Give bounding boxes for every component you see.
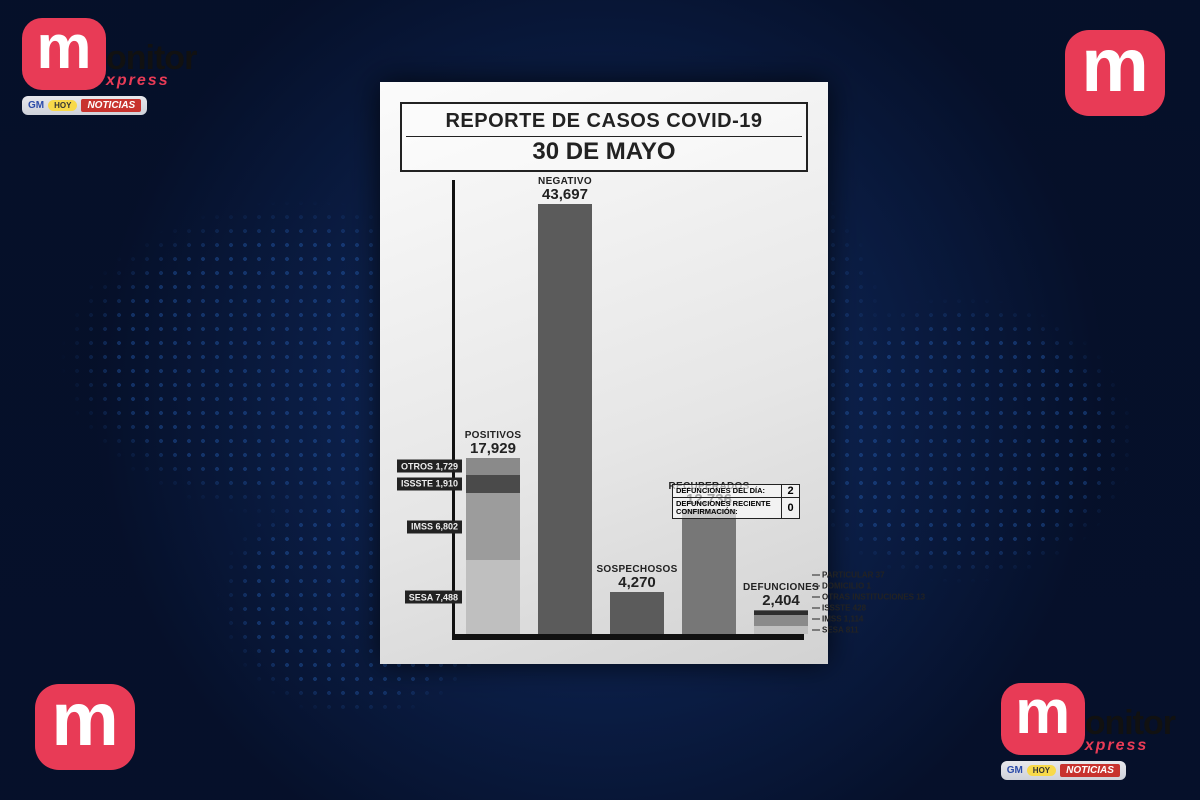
bar-column-recuperados bbox=[682, 509, 736, 634]
segment-positivos-imss bbox=[466, 493, 520, 560]
bar-chart: SESA 7,488 IMSS 6,802 ISSSTE 1,910 OTROS 1,… bbox=[394, 180, 814, 650]
segment-label-imss: IMSS 6,802 bbox=[407, 520, 462, 533]
segment-label-issste: ISSSTE 1,910 bbox=[397, 477, 462, 490]
segment-label-domicilio: DOMICILIO 1 bbox=[812, 582, 871, 591]
logo-mark-icon bbox=[1065, 30, 1165, 116]
segment-defunciones-imss bbox=[754, 615, 808, 626]
bar-label-defunciones: DEFUNCIONES2,404 bbox=[743, 583, 819, 608]
segment-defunciones-sesa bbox=[754, 626, 808, 634]
segment-label-otras instituciones: OTRAS INSTITUCIONES 13 bbox=[812, 593, 925, 602]
segment-label-particular: PARTICULAR 37 bbox=[812, 571, 885, 580]
logo-mark-icon bbox=[22, 18, 106, 90]
bar-column-negativo bbox=[538, 204, 592, 634]
news-badge: GM HOY NOTICIAS bbox=[22, 96, 147, 115]
logo-top-right bbox=[1065, 30, 1165, 116]
panel-title: REPORTE DE CASOS COVID-19 bbox=[406, 110, 802, 133]
segment-positivos-issste bbox=[466, 475, 520, 494]
segment-label-imss: IMSS 1,114 bbox=[812, 615, 863, 624]
logo-subword: xpress bbox=[106, 72, 170, 90]
logo-bottom-right: onitor xpress GM HOY NOTICIAS bbox=[1001, 683, 1175, 780]
segment-positivos-otros bbox=[466, 458, 520, 475]
segment-positivos-sesa bbox=[466, 560, 520, 634]
panel-subtitle: 30 DE MAYO bbox=[406, 136, 802, 166]
defunciones-summary-box: DEFUNCIONES DEL DÍA:2DEFUNCIONES RECIENT… bbox=[672, 484, 800, 519]
news-badge: GM HOY NOTICIAS bbox=[1001, 761, 1126, 780]
report-panel: REPORTE DE CASOS COVID-19 30 DE MAYO SES… bbox=[380, 82, 828, 664]
summary-row: DEFUNCIONES DEL DÍA:2 bbox=[673, 485, 799, 498]
bar-label-sospechosos: SOSPECHOSOS4,270 bbox=[596, 565, 677, 590]
bar-label-negativo: NEGATIVO43,697 bbox=[538, 177, 592, 202]
segment-label-sesa: SESA 811 bbox=[812, 626, 859, 635]
segment-defunciones-issste bbox=[754, 611, 808, 615]
panel-title-box: REPORTE DE CASOS COVID-19 30 DE MAYO bbox=[400, 102, 808, 172]
segment-label-issste: ISSSTE 428 bbox=[812, 604, 866, 613]
bar-column-sospechosos bbox=[610, 592, 664, 634]
logo-bottom-left bbox=[35, 684, 135, 770]
logo-subword: xpress bbox=[1085, 737, 1149, 755]
bar-label-positivos: POSITIVOS17,929 bbox=[465, 431, 522, 456]
segment-defunciones-particular bbox=[754, 610, 808, 611]
logo-mark-icon bbox=[1001, 683, 1085, 755]
logo-mark-icon bbox=[35, 684, 135, 770]
logo-top-left: onitor xpress GM HOY NOTICIAS bbox=[22, 18, 196, 115]
summary-row: DEFUNCIONES RECIENTE CONFIRMACIÓN:0 bbox=[673, 498, 799, 518]
segment-label-sesa: SESA 7,488 bbox=[405, 591, 462, 604]
segment-label-otros: OTROS 1,729 bbox=[397, 460, 462, 473]
